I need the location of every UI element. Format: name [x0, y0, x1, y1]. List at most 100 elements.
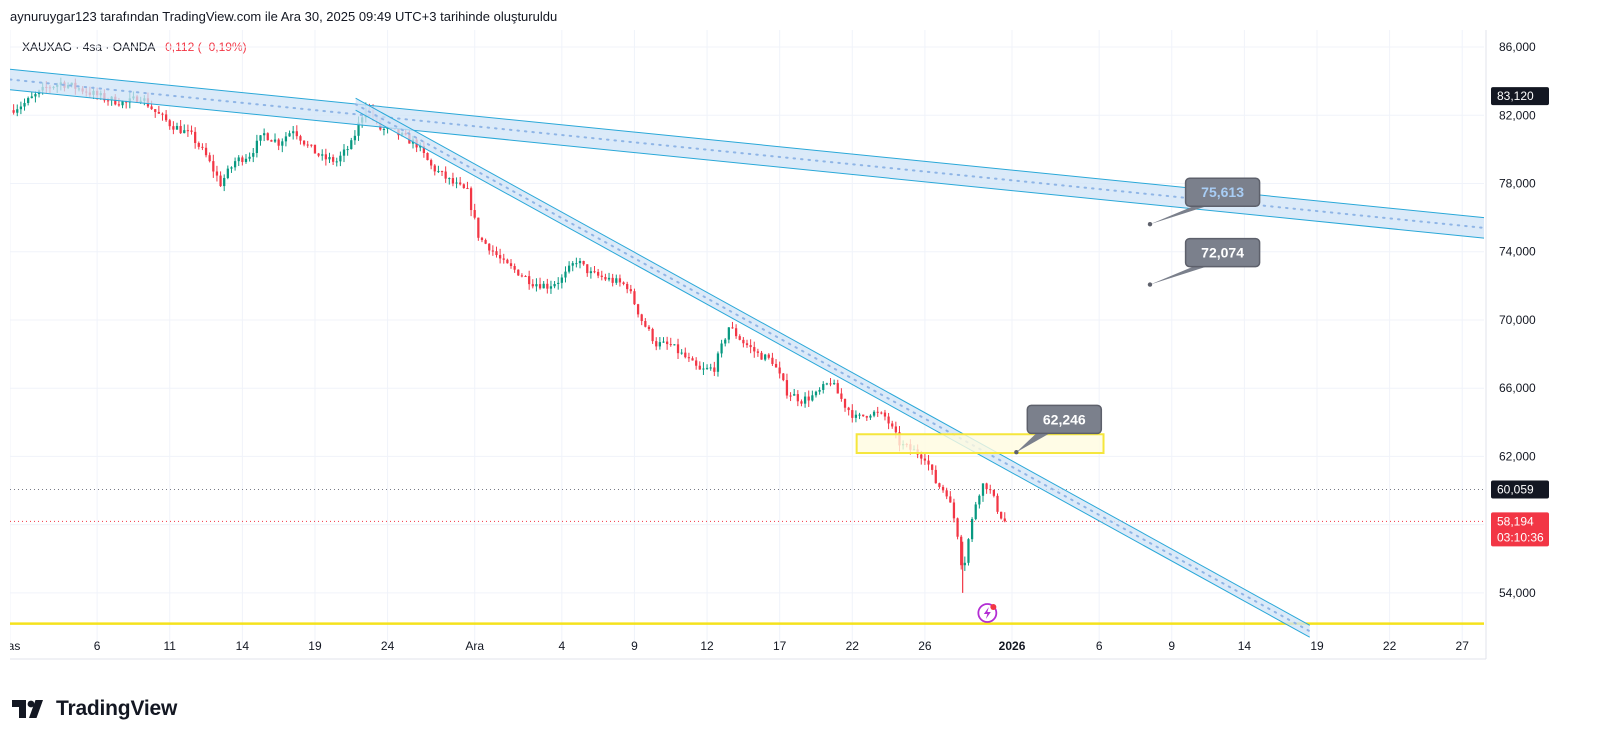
price-tick-label: 54,000: [1499, 586, 1536, 600]
callout-anchor: [1147, 282, 1153, 287]
upper-channel-bottom-line[interactable]: [10, 89, 1485, 239]
candle-down: [622, 282, 625, 284]
candle-down: [204, 147, 208, 156]
candle-down: [310, 144, 313, 146]
candle-down: [633, 291, 636, 305]
candle-down: [117, 104, 121, 106]
candle-down: [208, 155, 211, 162]
candle-up: [818, 389, 821, 392]
candle-down: [985, 483, 988, 490]
candle-down: [480, 237, 484, 241]
candle-down: [582, 260, 585, 265]
callout-anchor: [1147, 222, 1153, 227]
falling-channel-mid-line[interactable]: [354, 103, 1311, 633]
falling-channel-fill[interactable]: [355, 98, 1310, 638]
candle-down: [996, 495, 999, 512]
price-axis-label-text: 83,120: [1497, 89, 1534, 103]
brand-name: TradingView: [56, 697, 178, 720]
callout-label: 62,246: [1043, 411, 1086, 427]
candle-up: [814, 391, 818, 396]
yellow-zone[interactable]: [855, 433, 1105, 455]
price-callout[interactable]: 75,613: [1147, 177, 1261, 227]
candle-down: [836, 383, 839, 394]
price-callout[interactable]: 62,246: [1014, 404, 1103, 455]
candle-up: [705, 367, 709, 369]
candle-up: [455, 182, 458, 184]
candle-down: [473, 210, 476, 218]
candle-down: [444, 171, 447, 179]
candle-down: [931, 464, 934, 470]
candle-down: [1003, 518, 1006, 522]
candle-down: [734, 328, 738, 337]
tradingview-brand[interactable]: TradingView: [12, 697, 177, 721]
candle-up: [19, 106, 23, 110]
time-tick-label: 19: [1310, 639, 1324, 653]
candle-down: [800, 401, 803, 404]
candle-down: [520, 275, 524, 277]
candle-down: [949, 496, 952, 503]
candle-down: [506, 259, 509, 264]
candle-down: [992, 490, 996, 496]
candle-down: [651, 329, 654, 342]
candle-down: [12, 110, 15, 113]
candle-down: [430, 160, 433, 166]
candle-up: [872, 411, 876, 416]
chart-frame[interactable]: 75,613 72,074 62,246 86,000 82,000 78,000 74,…: [10, 30, 1592, 675]
candle-up: [233, 161, 237, 168]
candle-down: [313, 144, 317, 154]
countdown-timer: 03:10:36: [1497, 530, 1544, 544]
candle-down: [927, 460, 930, 465]
candle-up: [281, 141, 284, 146]
falling-channel-bottom-line[interactable]: [355, 109, 1310, 638]
candle-down: [938, 483, 941, 487]
callout-label: 72,074: [1201, 245, 1244, 261]
candle-down: [277, 139, 280, 146]
candle-up: [553, 283, 556, 287]
candle-up: [183, 130, 186, 134]
candle-down: [789, 395, 792, 397]
upper-channel-fill[interactable]: [10, 69, 1484, 239]
price-chart[interactable]: 75,613 72,074 62,246 86,000 82,000 78,000 74,…: [10, 30, 1592, 675]
callout-label: 75,613: [1201, 184, 1244, 200]
candle-up: [255, 140, 259, 154]
candle-up: [811, 395, 814, 401]
candle-up: [607, 277, 611, 280]
candle-up: [248, 156, 251, 159]
candle-down: [669, 344, 672, 346]
time-tick-label: 14: [1238, 639, 1252, 653]
time-tick-label: 22: [1383, 639, 1397, 653]
candle-down: [179, 125, 182, 134]
tradingview-logo-icon: [12, 700, 43, 718]
candle-down: [880, 412, 883, 414]
candle-down: [517, 269, 520, 276]
candle-down: [644, 321, 647, 327]
time-tick-label: 4: [558, 639, 565, 653]
candle-down: [960, 536, 963, 566]
candle-up: [437, 171, 440, 173]
candle-down: [756, 351, 760, 353]
candle-down: [941, 486, 945, 491]
candle-down: [774, 363, 778, 368]
candle-up: [578, 260, 582, 264]
falling-channel-top-line[interactable]: [355, 97, 1310, 626]
candle-down: [154, 109, 157, 112]
upper-channel-top-line[interactable]: [10, 68, 1485, 219]
price-callout[interactable]: 72,074: [1147, 237, 1261, 287]
upper-channel-mid-line[interactable]: [10, 78, 1485, 229]
time-tick-label: 9: [631, 639, 638, 653]
candle-up: [350, 140, 353, 150]
candle-down: [862, 414, 865, 417]
event-icon-badge: [990, 604, 997, 610]
last-price-label: [1491, 512, 1549, 547]
candle-up: [575, 263, 578, 265]
candle-down: [168, 120, 171, 127]
lightning-event-icon[interactable]: [977, 603, 998, 623]
callout-pointer: [1016, 432, 1052, 453]
drawings[interactable]: 75,613 72,074 62,246: [10, 68, 1485, 638]
candle-up: [27, 98, 30, 103]
candle-up: [822, 384, 825, 390]
candle-down: [157, 111, 160, 114]
time-tick-label: 6: [1096, 639, 1103, 653]
candle-down: [215, 171, 219, 176]
candle-down: [782, 373, 785, 381]
